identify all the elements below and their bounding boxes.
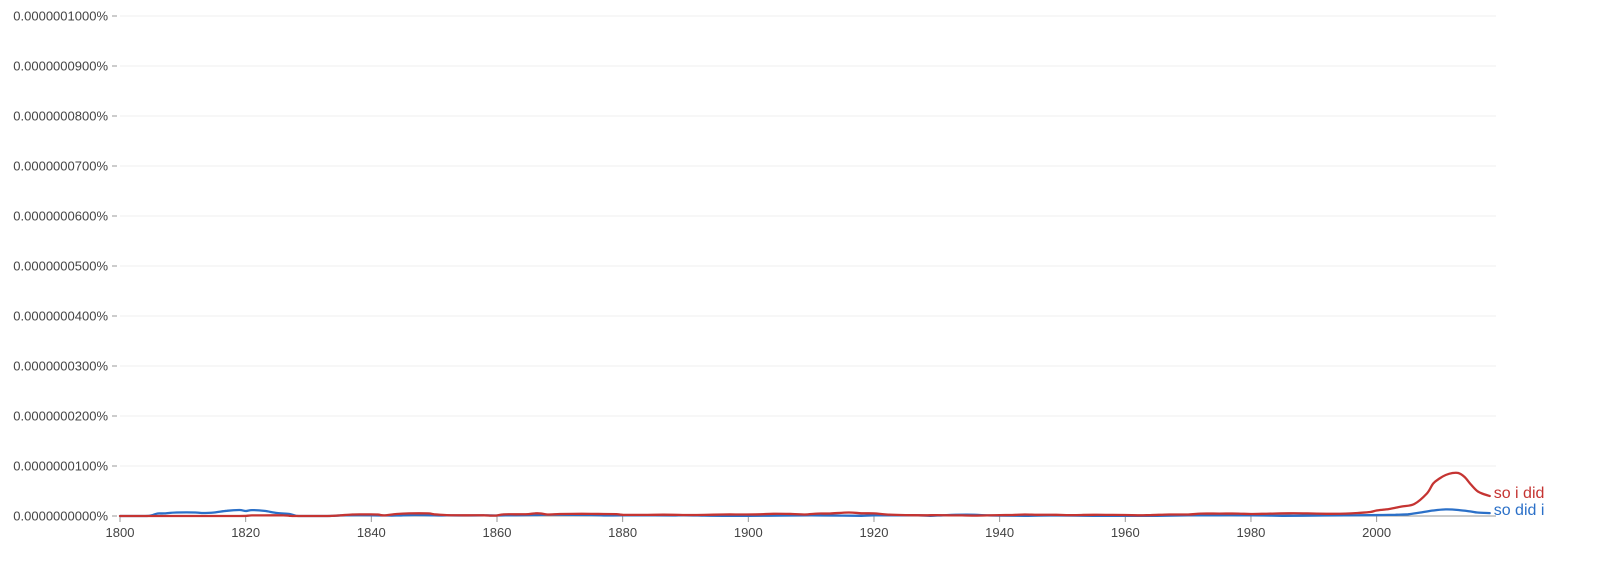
x-tick-label: 1840 <box>357 525 386 540</box>
y-tick-label: 0.0000000500% <box>13 259 108 274</box>
x-axis: 1800 1820 1840 1860 1880 1900 1920 1940 1960 1980… <box>106 515 1496 540</box>
x-tick-label: 1940 <box>985 525 1014 540</box>
x-tick-label: 1800 <box>106 525 135 540</box>
y-tick-label: 0.0000000700% <box>13 159 108 174</box>
y-tick-label: 0.0000000600% <box>13 209 108 224</box>
x-tick-label: 1880 <box>608 525 637 540</box>
y-tick-label: 0.0000001000% <box>13 9 108 24</box>
y-tick-label: 0.0000000200% <box>13 409 108 424</box>
y-axis: 0.0000000000% 0.0000000100% 0.0000000200% 0… <box>13 9 117 524</box>
series-label-so-did-i: so did i <box>1494 502 1545 519</box>
x-tick-label: 1820 <box>231 525 260 540</box>
x-tick-label: 1980 <box>1236 525 1265 540</box>
y-tick-label: 0.0000000100% <box>13 459 108 474</box>
y-tick-label: 0.0000000300% <box>13 359 108 374</box>
y-tick-label: 0.0000000000% <box>13 509 108 524</box>
series-lines <box>118 471 1491 518</box>
x-tick-label: 1960 <box>1111 525 1140 540</box>
y-tick-label: 0.0000000900% <box>13 59 108 74</box>
series-label-so-i-did: so i did <box>1494 485 1545 502</box>
y-tick-label: 0.0000000800% <box>13 109 108 124</box>
x-tick-label: 1900 <box>734 525 763 540</box>
series-line-so-i-did[interactable] <box>118 471 1491 518</box>
x-tick-label: 1860 <box>483 525 512 540</box>
gridlines <box>120 15 1496 467</box>
x-tick-label: 1920 <box>860 525 889 540</box>
y-tick-label: 0.0000000400% <box>13 309 108 324</box>
x-tick-label: 2000 <box>1362 525 1391 540</box>
